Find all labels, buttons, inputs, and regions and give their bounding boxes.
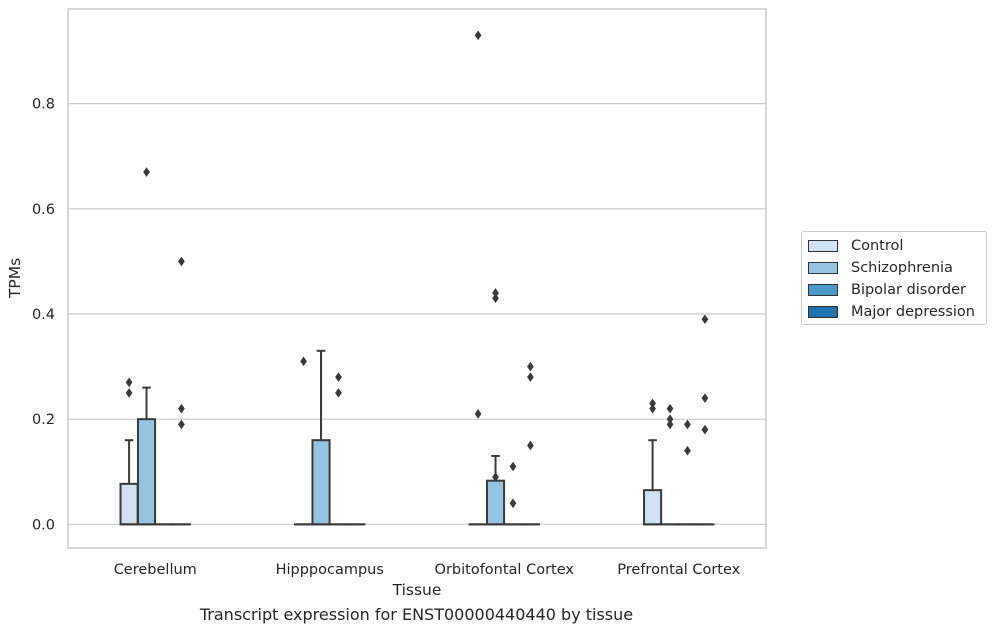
legend-label-major-depression: Major depression (851, 304, 975, 320)
legend-item-major-depression: Major depression (808, 302, 975, 322)
x-axis-label: Tissue (392, 581, 442, 599)
outlier-point (300, 356, 307, 367)
plot-frame (67, 8, 767, 549)
outlier-point (701, 393, 709, 403)
outlier-point (509, 498, 517, 509)
y-tick-label: 0.8 (32, 97, 55, 113)
outlier-point (666, 419, 674, 430)
legend-swatch-schizophrenia (808, 262, 838, 274)
outlier-point (178, 419, 185, 430)
outlier-point (701, 314, 709, 325)
outlier-point (335, 388, 342, 398)
legend: Control Schizophrenia Bipolar disorder M… (801, 231, 987, 325)
box-schizophrenia (136, 386, 157, 526)
outlier-point (474, 409, 482, 419)
y-tick-labels: 0.0 0.2 0.4 0.6 0.8 (32, 97, 55, 534)
outlier-point (125, 377, 133, 388)
x-tick-label: Cerebellum (114, 562, 197, 578)
outlier-point (492, 472, 499, 482)
x-tick-label: Orbitofontal Cortex (435, 562, 575, 578)
x-tick-label: Hipppocampus (276, 562, 384, 578)
legend-item-bipolar-disorder: Bipolar disorder (808, 280, 966, 300)
outlier-point (143, 167, 150, 177)
y-tick-label: 0.0 (32, 517, 55, 533)
box-body (485, 479, 506, 526)
chart-caption: Transcript expression for ENST0000044044… (199, 605, 634, 624)
outlier-point (527, 372, 534, 382)
outlier-point (527, 361, 534, 372)
legend-label-bipolar-disorder: Bipolar disorder (851, 282, 966, 298)
outlier-point (492, 288, 499, 298)
outlier-point (492, 293, 499, 304)
box-body (643, 489, 663, 526)
outlier-point (178, 256, 185, 267)
outlier-point (666, 403, 674, 414)
legend-item-schizophrenia: Schizophrenia (808, 258, 953, 278)
box-body (119, 482, 139, 526)
box-body (136, 418, 157, 526)
legend-swatch-major-depression (808, 306, 838, 318)
box-body (311, 439, 331, 526)
outlier-point (649, 398, 656, 409)
legend-swatch-control (808, 240, 838, 252)
outlier-point (474, 30, 482, 41)
legend-label-schizophrenia: Schizophrenia (851, 260, 953, 276)
y-tick-label: 0.6 (32, 202, 55, 218)
box-control (119, 439, 139, 526)
box-control (643, 439, 663, 526)
outlier-point (527, 440, 534, 451)
x-tick-labels: Cerebellum Hipppocampus Orbitofontal Corte… (114, 562, 741, 578)
y-gridlines (68, 103, 766, 525)
legend-swatch-bipolar-disorder (808, 284, 838, 296)
y-tick-label: 0.4 (32, 307, 55, 323)
outlier-point (666, 414, 674, 424)
legend-label-control: Control (851, 238, 904, 254)
outlier-point (684, 419, 691, 430)
outlier-point (125, 388, 133, 398)
outlier-point (178, 403, 185, 414)
box-schizophrenia (485, 454, 506, 526)
outlier-points (125, 30, 709, 509)
outlier-point (684, 445, 691, 456)
box-schizophrenia (311, 349, 331, 526)
outlier-point (701, 424, 709, 435)
outlier-point (509, 461, 517, 472)
outlier-point (649, 403, 656, 414)
x-tick-label: Prefrontal Cortex (617, 562, 740, 578)
outlier-point (335, 372, 342, 382)
box-plot-boxes (119, 349, 715, 526)
y-axis-label: TPMs (6, 258, 24, 299)
legend-item-control: Control (808, 236, 903, 256)
y-tick-label: 0.2 (32, 412, 55, 428)
